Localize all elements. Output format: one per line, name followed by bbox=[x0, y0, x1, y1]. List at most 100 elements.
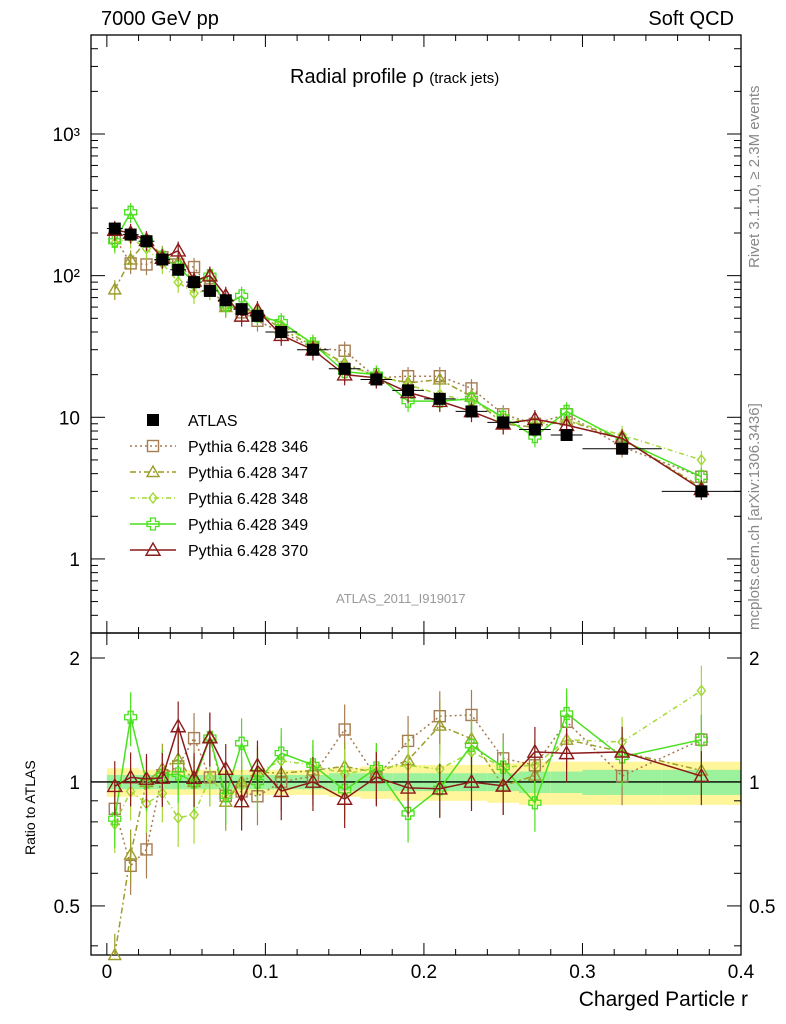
series-point-ratio bbox=[273, 782, 290, 798]
series-atlas bbox=[106, 222, 741, 498]
atlas-point bbox=[188, 276, 201, 289]
series-point-ratio bbox=[106, 777, 123, 793]
series-point-main bbox=[107, 281, 122, 295]
atlas-point bbox=[251, 309, 264, 322]
atlas-point bbox=[616, 442, 629, 455]
x-axis-label: Charged Particle r bbox=[578, 988, 748, 1011]
plot-frames bbox=[90, 34, 742, 956]
legend-label: ATLAS bbox=[188, 413, 238, 430]
x-tick-label: 0.4 bbox=[728, 962, 755, 983]
atlas-point bbox=[306, 343, 319, 356]
series-point-ratio bbox=[274, 746, 288, 760]
series-point-ratio bbox=[205, 771, 215, 784]
atlas-point bbox=[172, 263, 185, 276]
atlas-point bbox=[219, 294, 232, 307]
series-line-main bbox=[114, 237, 702, 478]
series-point-ratio bbox=[304, 773, 322, 788]
series-point-ratio bbox=[217, 760, 234, 776]
series-point-ratio bbox=[401, 806, 415, 821]
series-point-ratio bbox=[694, 733, 709, 747]
series-point-main bbox=[234, 289, 249, 303]
atlas-point bbox=[203, 284, 216, 297]
main-y-tick-label: 1 bbox=[69, 550, 80, 571]
legend-item: Pythia 6.428 347 bbox=[130, 464, 308, 482]
series-point-ratio bbox=[171, 767, 185, 781]
legend-label: Pythia 6.428 346 bbox=[188, 439, 308, 456]
legend-label: Pythia 6.428 348 bbox=[188, 491, 308, 508]
atlas-point bbox=[156, 253, 169, 266]
legend: ATLAS Pythia 6.428 346 Pythia 6.428 347 Pyt… bbox=[130, 413, 308, 560]
ratio-y-tick-label-right: 0.5 bbox=[749, 897, 775, 918]
series-line-ratio bbox=[114, 724, 702, 956]
series-line-main bbox=[114, 240, 702, 489]
ratio-y-tick-label: 1 bbox=[69, 773, 80, 794]
atlas-point bbox=[497, 416, 510, 429]
series-point-ratio bbox=[169, 718, 187, 733]
series-point-ratio bbox=[693, 767, 710, 783]
series-point-main bbox=[432, 372, 447, 385]
x-tick-label: 0 bbox=[102, 962, 113, 983]
series-point-ratio bbox=[494, 777, 512, 792]
chart-title-main: Radial profile ρ bbox=[290, 66, 424, 88]
series-point-ratio bbox=[558, 744, 575, 760]
series-point-main bbox=[464, 392, 479, 406]
series-point-ratio bbox=[187, 775, 201, 789]
series-point-main bbox=[169, 242, 187, 257]
atlas-point bbox=[124, 228, 137, 241]
chart-title-small: (track jets) bbox=[429, 70, 500, 87]
header-right: Soft QCD bbox=[648, 8, 734, 30]
legend-marker bbox=[144, 541, 162, 556]
legend-marker bbox=[147, 414, 159, 426]
series-point-ratio bbox=[123, 847, 138, 860]
series-point-ratio bbox=[249, 757, 266, 772]
series-point-ratio bbox=[559, 706, 574, 721]
series-point-ratio bbox=[107, 947, 122, 961]
series-point-ratio bbox=[336, 790, 353, 805]
ratio-y-tick-label-right: 1 bbox=[749, 773, 760, 794]
ratio-y-tick-label: 0.5 bbox=[54, 897, 80, 918]
series-point-ratio bbox=[187, 731, 201, 745]
legend-marker bbox=[146, 517, 160, 531]
ratio-plot-frame bbox=[90, 632, 742, 956]
atlas-point bbox=[402, 384, 415, 397]
series-5 bbox=[106, 220, 710, 831]
mcplots-label: mcplots.cern.ch [arXiv:1306.3436] bbox=[746, 403, 763, 630]
legend-item: ATLAS bbox=[147, 413, 238, 430]
series-point-ratio bbox=[201, 729, 219, 744]
legend-label: Pythia 6.428 347 bbox=[188, 465, 308, 482]
series-point-ratio bbox=[613, 743, 631, 758]
series-point-ratio bbox=[123, 710, 138, 724]
chart-title: Radial profile ρ (track jets) bbox=[290, 66, 499, 89]
series-point-ratio bbox=[185, 769, 203, 784]
series-point-ratio bbox=[528, 796, 542, 810]
legend-marker bbox=[148, 491, 158, 505]
series-point-ratio bbox=[306, 758, 320, 772]
header-left: 7000 GeV pp bbox=[101, 8, 219, 30]
series-point-ratio bbox=[234, 736, 249, 750]
rivet-label: Rivet 3.1.10, ≥ 2.3M events bbox=[746, 85, 763, 269]
atlas-point bbox=[140, 235, 153, 248]
series-point-ratio bbox=[155, 768, 169, 782]
series-line-main bbox=[114, 236, 702, 461]
series-point-ratio bbox=[173, 811, 184, 824]
atlas-point bbox=[695, 485, 708, 498]
series-point-ratio bbox=[122, 769, 139, 784]
series-point-main bbox=[173, 276, 184, 289]
series-layer bbox=[106, 203, 741, 961]
series-point-main bbox=[696, 453, 707, 467]
series-line-ratio bbox=[114, 714, 702, 868]
main-y-tick-label: 10² bbox=[53, 267, 80, 288]
series-point-ratio bbox=[338, 723, 351, 736]
series-line-main bbox=[114, 210, 702, 478]
series-line-ratio bbox=[114, 689, 702, 825]
series-point-ratio bbox=[526, 743, 544, 758]
series-point-ratio bbox=[432, 718, 447, 731]
atlas-point bbox=[433, 392, 446, 405]
atlas-point bbox=[528, 423, 541, 436]
ratio-uncertainty-bands bbox=[106, 761, 741, 805]
series-point-ratio bbox=[189, 808, 199, 821]
series-point-main bbox=[189, 287, 199, 300]
x-tick-label: 0.3 bbox=[569, 962, 595, 983]
series-point-ratio bbox=[138, 770, 155, 785]
